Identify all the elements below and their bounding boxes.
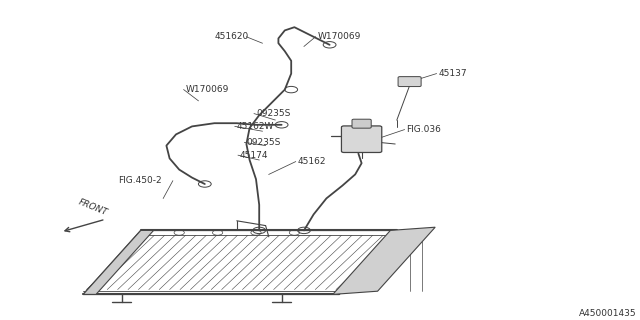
FancyBboxPatch shape [398,76,421,86]
Text: W170069: W170069 [186,85,229,94]
Text: 45162W: 45162W [237,122,274,131]
Text: 45174: 45174 [240,151,269,160]
Text: 45137: 45137 [438,69,467,78]
Text: 45162: 45162 [298,157,326,166]
Text: FIG.036: FIG.036 [406,125,441,134]
Text: 451620: 451620 [214,32,249,41]
Polygon shape [333,227,435,294]
Text: FRONT: FRONT [77,198,109,218]
Text: 09235S: 09235S [256,109,291,118]
Text: 09235S: 09235S [246,138,281,147]
Text: FIG.450-2: FIG.450-2 [118,176,162,185]
Text: W170069: W170069 [318,32,362,41]
Polygon shape [83,230,154,294]
Text: A450001435: A450001435 [579,309,637,318]
FancyBboxPatch shape [352,119,371,128]
FancyBboxPatch shape [342,126,381,153]
